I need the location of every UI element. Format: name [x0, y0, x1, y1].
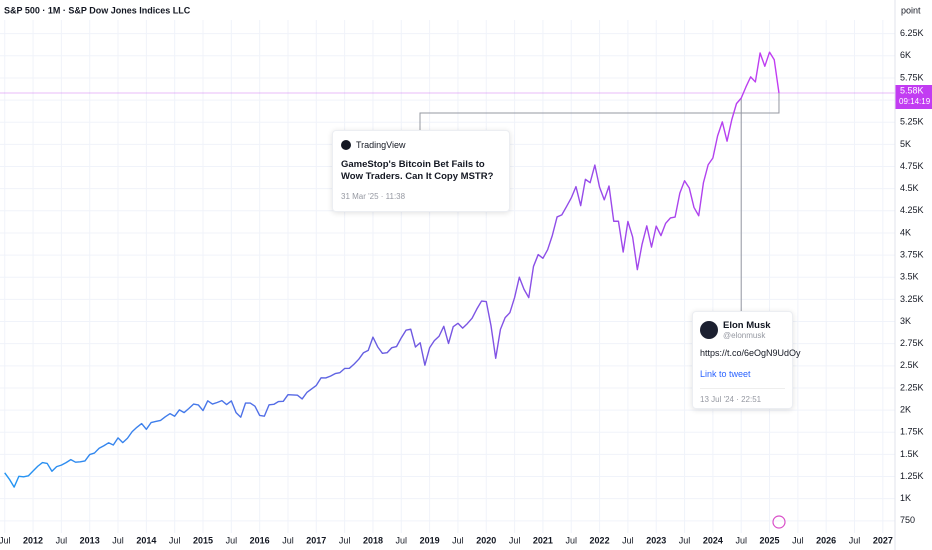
- price-countdown: 09:14:19: [899, 97, 931, 106]
- y-tick-label: 3K: [900, 316, 911, 326]
- tweet-date: 13 Jul '24 · 22:51: [700, 388, 785, 404]
- x-tick-label: 2022: [590, 535, 610, 545]
- x-tick-label: Jul: [56, 535, 68, 545]
- x-tick-label: Jul: [849, 535, 861, 545]
- y-tick-label: 1.75K: [900, 427, 924, 437]
- x-tick-label: Jul: [452, 535, 464, 545]
- x-tick-label: Jul: [679, 535, 691, 545]
- y-tick-label: 3.5K: [900, 272, 919, 282]
- x-tick-label: Jul: [565, 535, 577, 545]
- price-label: 5.58K: [900, 85, 924, 95]
- x-tick-label: 2027: [873, 535, 893, 545]
- x-tick-label: Jul: [0, 535, 10, 545]
- x-tick-label: 2025: [760, 535, 780, 545]
- avatar: [700, 321, 718, 339]
- news-card[interactable]: TradingView GameStop's Bitcoin Bet Fails…: [332, 130, 510, 212]
- line-series: [4, 51, 780, 488]
- x-tick-label: 2016: [250, 535, 270, 545]
- x-tick-label: 2017: [306, 535, 326, 545]
- chart-title: S&P 500 · 1M · S&P Dow Jones Indices LLC: [4, 5, 191, 15]
- tweet-text: https://t.co/6eOgN9UdOy: [700, 348, 801, 358]
- tweet-card[interactable]: Elon Musk @elonmusk https://t.co/6eOgN9Ud…: [692, 311, 801, 409]
- y-tick-label: 2.75K: [900, 338, 924, 348]
- y-tick-label: 1.25K: [900, 471, 924, 481]
- x-tick-label: Jul: [226, 535, 238, 545]
- y-tick-label: 4.5K: [900, 183, 919, 193]
- y-tick-label: 2K: [900, 404, 911, 414]
- y-tick-label: 2.25K: [900, 382, 924, 392]
- y-tick-label: 1.5K: [900, 449, 919, 459]
- y-tick-label: 2.5K: [900, 360, 919, 370]
- price-label-box: [895, 85, 932, 110]
- x-tick-label: Jul: [509, 535, 521, 545]
- y-tick-label: 4.75K: [900, 161, 924, 171]
- y-tick-label: 3.25K: [900, 294, 924, 304]
- x-tick-label: 2020: [476, 535, 496, 545]
- x-tick-label: 2013: [80, 535, 100, 545]
- news-date: 31 Mar '25 · 11:38: [341, 192, 406, 201]
- y-tick-label: 1K: [900, 493, 911, 503]
- x-tick-label: 2023: [646, 535, 666, 545]
- x-tick-label: Jul: [282, 535, 294, 545]
- x-tick-label: 2019: [420, 535, 440, 545]
- news-headline: GameStop's Bitcoin Bet Fails to Wow Trad…: [341, 159, 494, 182]
- x-tick-label: Jul: [792, 535, 804, 545]
- grid: [0, 20, 895, 533]
- y-tick-label: 3.75K: [900, 249, 924, 259]
- tweet-link[interactable]: Link to tweet: [700, 369, 751, 379]
- x-tick-label: 2015: [193, 535, 213, 545]
- x-tick-label: Jul: [339, 535, 351, 545]
- y-tick-label: 6K: [900, 50, 911, 60]
- y-tick-label: 4.25K: [900, 205, 924, 215]
- x-tick-label: 2012: [23, 535, 43, 545]
- axis-unit: point: [901, 5, 921, 15]
- x-tick-label: Jul: [622, 535, 634, 545]
- x-tick-label: 2021: [533, 535, 553, 545]
- x-tick-label: Jul: [396, 535, 408, 545]
- connector: [419, 93, 780, 130]
- tweet-author: Elon Musk: [723, 320, 771, 331]
- event-icon: [772, 515, 786, 529]
- x-tick-label: Jul: [112, 535, 124, 545]
- y-tick-label: 5K: [900, 139, 911, 149]
- x-tick-label: 2024: [703, 535, 723, 545]
- x-tick-label: 2018: [363, 535, 383, 545]
- tweet-handle: @elonmusk: [723, 331, 766, 340]
- y-tick-label: 5.75K: [900, 72, 924, 82]
- y-tick-label: 5.25K: [900, 117, 924, 127]
- x-tick-label: 2014: [136, 535, 156, 545]
- x-tick-label: 2026: [816, 535, 836, 545]
- y-tick-label: 4K: [900, 227, 911, 237]
- source-icon: [341, 140, 351, 150]
- y-tick-label: 6.25K: [900, 28, 924, 38]
- news-source: TradingView: [356, 140, 406, 150]
- y-tick-label: 750: [900, 515, 915, 525]
- x-tick-label: Jul: [169, 535, 181, 545]
- x-tick-label: Jul: [735, 535, 747, 545]
